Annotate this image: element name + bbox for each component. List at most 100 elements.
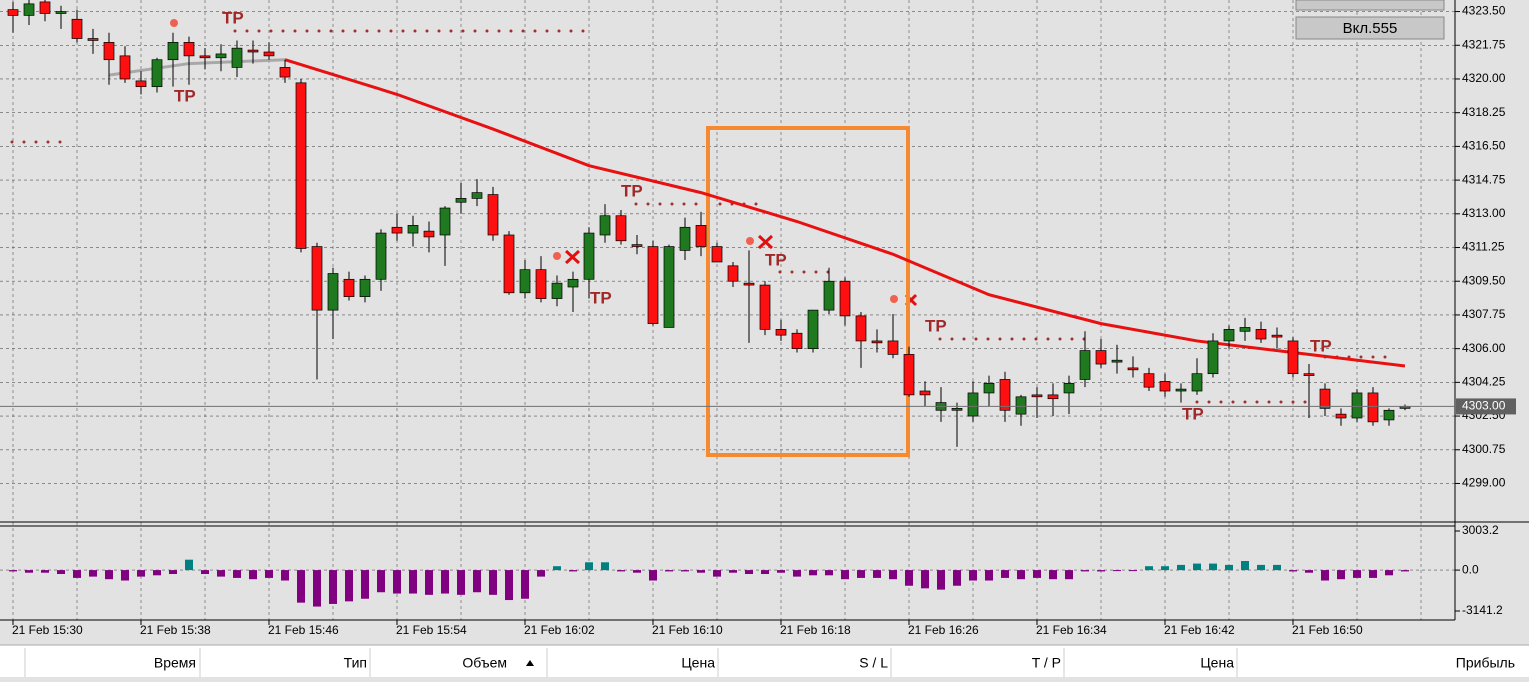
histogram-bar	[1001, 570, 1009, 578]
y2-tick-label: 3003.2	[1462, 523, 1499, 537]
histogram-bar	[1113, 570, 1121, 572]
column-header[interactable]: Тип	[344, 655, 367, 671]
tp-label: TP	[765, 250, 787, 269]
histogram-bar	[729, 570, 737, 573]
y-tick-label: 4299.00	[1462, 476, 1506, 490]
histogram-bar	[153, 570, 161, 576]
candle-body	[423, 230, 435, 238]
candle-body	[295, 82, 307, 249]
histogram-bar	[329, 570, 337, 604]
x-tick-label: 21 Feb 16:50	[1292, 623, 1363, 637]
histogram-bar	[857, 570, 865, 578]
x-tick-label: 21 Feb 16:02	[524, 623, 595, 637]
candle-body	[503, 234, 515, 294]
histogram-bar	[25, 570, 33, 573]
tp-label: TP	[590, 288, 612, 307]
candle-body	[1351, 392, 1363, 419]
y-tick-label: 4307.75	[1462, 307, 1506, 321]
candle-body	[1239, 327, 1251, 332]
candle-body	[487, 194, 499, 236]
candle-body	[199, 55, 211, 59]
candle-body	[375, 232, 387, 280]
y2-tick-label: 0.0	[1462, 562, 1479, 576]
histogram-bar	[89, 570, 97, 577]
histogram-bar	[1097, 570, 1105, 572]
column-header[interactable]: Время	[154, 655, 196, 671]
histogram-bar	[9, 570, 17, 572]
histogram-bar	[985, 570, 993, 581]
histogram-bar	[473, 570, 481, 593]
histogram-bar	[537, 570, 545, 577]
histogram-bar	[57, 570, 65, 575]
button[interactable]	[1295, 16, 1445, 40]
x-tick-label: 21 Feb 16:10	[652, 623, 723, 637]
histogram-bar	[1177, 564, 1185, 571]
y-tick-label: 4318.25	[1462, 105, 1506, 119]
candle-body	[983, 382, 995, 394]
histogram-bar	[1033, 570, 1041, 578]
column-header[interactable]: T / P	[1032, 655, 1061, 671]
candle-body	[183, 42, 195, 57]
histogram-bar	[793, 570, 801, 577]
candle-body	[807, 309, 819, 349]
candle-body	[1127, 367, 1139, 371]
column-header[interactable]: Цена	[681, 655, 715, 671]
candle-body	[711, 246, 723, 263]
entry-dot	[746, 237, 754, 245]
column-header[interactable]: Прибыль	[1456, 655, 1515, 671]
histogram-bar	[1193, 563, 1201, 571]
histogram-bar	[441, 570, 449, 594]
histogram-bar	[1145, 566, 1153, 571]
x-tick-label: 21 Feb 15:46	[268, 623, 339, 637]
histogram-bar	[969, 570, 977, 581]
candle-body	[695, 225, 707, 247]
histogram-bar	[937, 570, 945, 590]
candle-body	[663, 246, 675, 328]
histogram-bar	[665, 570, 673, 572]
histogram-bar	[681, 570, 689, 572]
y-tick-label: 4323.50	[1462, 4, 1506, 18]
candle-body	[71, 18, 83, 39]
histogram-bar	[1401, 570, 1409, 572]
candle-body	[727, 265, 739, 282]
histogram-bar	[697, 570, 705, 573]
candle-body	[87, 38, 99, 41]
entry-dot	[890, 295, 898, 303]
sort-arrow[interactable]	[526, 660, 534, 666]
histogram-bar	[617, 570, 625, 572]
candle-body	[839, 280, 851, 317]
button-label[interactable]: Вкл.555	[1343, 20, 1398, 37]
histogram-bar	[265, 570, 273, 578]
histogram-bar	[905, 570, 913, 586]
candle-body	[1255, 329, 1267, 340]
column-header[interactable]: Объем	[462, 655, 507, 671]
candle-body	[167, 42, 179, 61]
histogram-bar	[361, 570, 369, 599]
histogram-bar	[169, 570, 177, 575]
tp-label: TP	[621, 181, 643, 200]
candle-body	[279, 67, 291, 78]
column-header[interactable]: Цена	[1200, 655, 1234, 671]
histogram-bar	[873, 570, 881, 578]
candle-body	[119, 55, 131, 80]
tp-label: TP	[925, 316, 947, 335]
candle-body	[327, 273, 339, 311]
candle-body	[551, 282, 563, 299]
cropped-button[interactable]	[1295, 0, 1445, 11]
candle-body	[999, 379, 1011, 411]
candle-body	[1175, 388, 1187, 392]
candle-body	[455, 198, 467, 203]
histogram-bar	[1209, 563, 1217, 571]
candle-body	[439, 207, 451, 236]
histogram-bar	[1353, 570, 1361, 578]
candle-body	[887, 340, 899, 355]
candle-body	[967, 392, 979, 417]
histogram-bar	[953, 570, 961, 586]
candle-body	[919, 390, 931, 396]
candle-body	[647, 246, 659, 324]
close-cross	[564, 249, 581, 265]
histogram-bar	[713, 570, 721, 577]
histogram-bar	[1049, 570, 1057, 580]
column-header[interactable]: S / L	[859, 655, 888, 671]
